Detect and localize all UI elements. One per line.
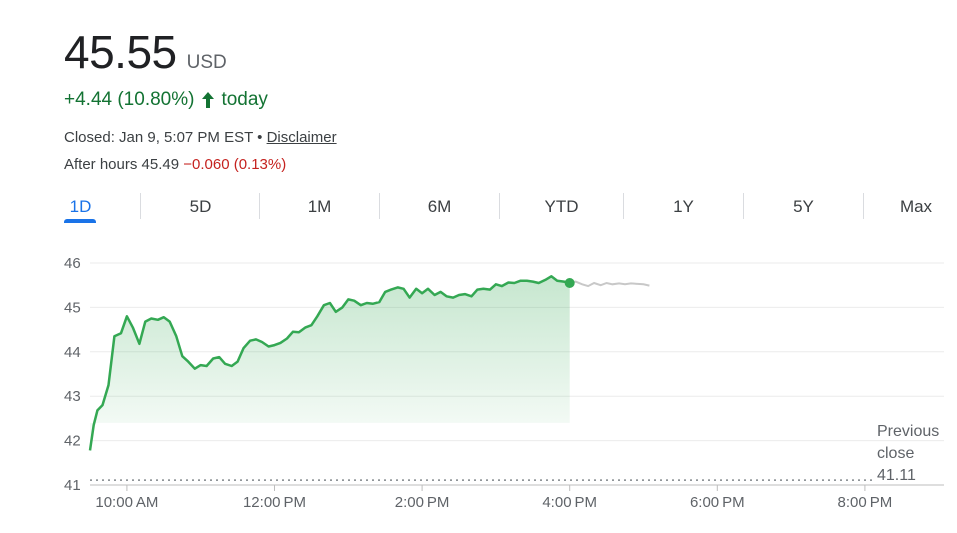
tab-label: 1M xyxy=(307,197,332,216)
tab-label: 1Y xyxy=(673,197,694,216)
tab-label: 5Y xyxy=(793,197,814,216)
after-hours-label: After hours 45.49 xyxy=(64,156,184,173)
tab-label: 1D xyxy=(69,197,92,216)
tab-6m[interactable]: 6M xyxy=(381,191,498,227)
x-tick-label: 2:00 PM xyxy=(395,494,450,511)
y-tick-label: 42 xyxy=(64,433,81,450)
y-axis: 41 42 43 44 45 46 xyxy=(64,255,81,494)
range-tabs: 1D 5D 1M 6M YTD 1Y 5Y Max xyxy=(22,191,957,231)
y-tick-label: 46 xyxy=(64,255,81,272)
tab-label: 5D xyxy=(189,197,212,216)
price-change: +4.44 (10.80%) today xyxy=(64,89,268,111)
tab-1m[interactable]: 1M xyxy=(261,191,378,227)
y-tick-label: 44 xyxy=(64,344,81,361)
tab-5y[interactable]: 5Y xyxy=(745,191,862,227)
y-tick-label: 45 xyxy=(64,299,81,316)
change-value: +4.44 (10.80%) xyxy=(64,89,195,110)
tab-ytd[interactable]: YTD xyxy=(501,191,622,227)
market-status: Closed: Jan 9, 5:07 PM EST • Disclaimer xyxy=(64,129,337,146)
tab-divider xyxy=(140,193,141,219)
tab-5d[interactable]: 5D xyxy=(142,191,259,227)
current-price: 45.55 xyxy=(64,26,177,78)
x-tick-label: 4:00 PM xyxy=(542,494,597,511)
previous-close-label: Previous close 41.11 xyxy=(877,423,939,484)
after-hours-change: −0.060 (0.13%) xyxy=(183,156,287,173)
previous-close-text: Previous xyxy=(877,423,939,440)
currency-label: USD xyxy=(186,52,227,73)
tab-1d[interactable]: 1D xyxy=(22,191,139,227)
previous-close-text: 41.11 xyxy=(877,467,916,484)
y-tick-label: 41 xyxy=(64,477,81,494)
last-regular-price-point xyxy=(564,277,575,288)
status-text: Closed: Jan 9, 5:07 PM EST • xyxy=(64,129,267,146)
price-area-fill xyxy=(90,276,570,451)
previous-close-text: close xyxy=(877,445,914,462)
after-hours: After hours 45.49 −0.060 (0.13%) xyxy=(64,156,286,173)
active-tab-indicator xyxy=(64,219,96,223)
tab-divider xyxy=(623,193,624,219)
tab-max[interactable]: Max xyxy=(880,191,952,227)
tab-divider xyxy=(379,193,380,219)
change-period: today xyxy=(221,89,268,110)
price-row: 45.55 USD xyxy=(64,26,227,78)
x-tick-label: 6:00 PM xyxy=(690,494,745,511)
tab-label: 6M xyxy=(427,197,452,216)
y-tick-label: 43 xyxy=(64,388,81,405)
after-hours-line xyxy=(569,280,650,288)
tab-divider xyxy=(499,193,500,219)
tab-label: Max xyxy=(899,197,933,216)
tab-divider xyxy=(863,193,864,219)
x-tick-label: 8:00 PM xyxy=(838,494,893,511)
disclaimer-link[interactable]: Disclaimer xyxy=(266,129,337,146)
x-axis: 10:00 AM 12:00 PM 2:00 PM 4:00 PM 6:00 PM 8:0… xyxy=(95,485,892,511)
tab-1y[interactable]: 1Y xyxy=(625,191,742,227)
arrow-up-icon xyxy=(202,92,215,108)
price-line xyxy=(88,275,570,451)
tab-divider xyxy=(259,193,260,219)
x-tick-label: 12:00 PM xyxy=(243,494,306,511)
tab-divider xyxy=(743,193,744,219)
tab-label: YTD xyxy=(544,197,579,216)
x-tick-label: 10:00 AM xyxy=(95,494,158,511)
